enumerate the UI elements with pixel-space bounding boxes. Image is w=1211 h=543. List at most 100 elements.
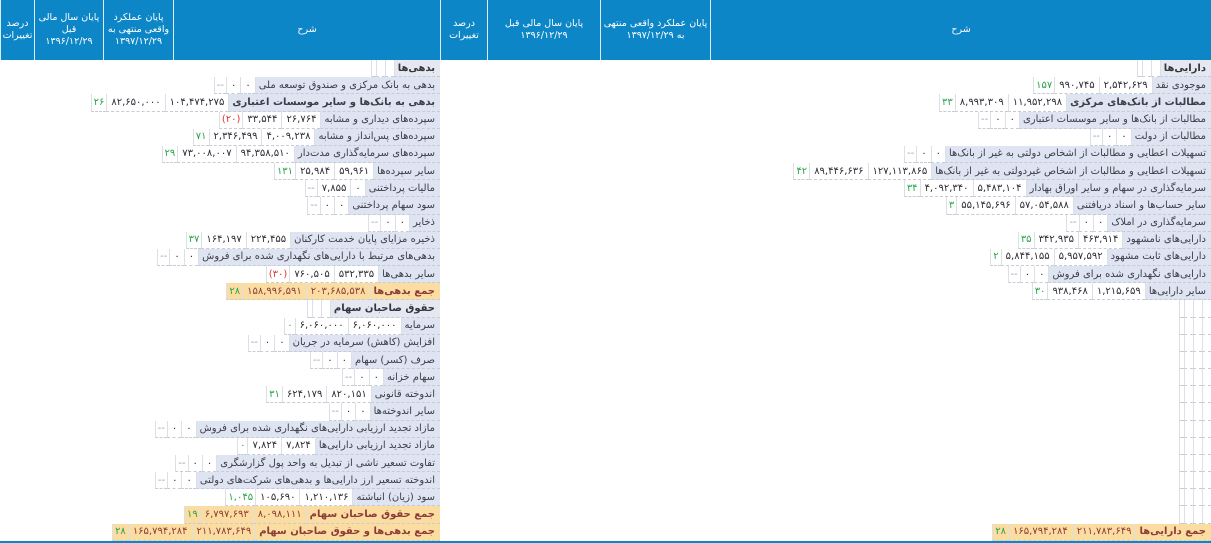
pct-change-cell: ۳۰ xyxy=(1031,283,1048,301)
empty-row xyxy=(440,369,1211,387)
value-current-cell: ۰ xyxy=(183,248,199,267)
value-previous-cell: ۰ xyxy=(990,111,1005,129)
value-current-cell: ۰ xyxy=(368,369,383,387)
value-previous-cell: ۹۳۸,۴۶۸ xyxy=(1047,283,1092,301)
value-current-cell: ۰ xyxy=(1004,111,1019,129)
total-row: جمع دارایی‌ها ۲۱۱,۷۸۳,۶۴۹ ۱۶۵,۷۹۴,۲۸۴ ۲۸ xyxy=(440,523,1211,541)
data-row: دارایی‌های نامشهود ۴۶۳,۹۱۴ ۳۴۲,۹۳۵ ۳۵ xyxy=(440,231,1211,249)
data-row: سایر حساب‌ها و اسناد دریافتنی ۵۷,۰۵۴,۵۸۸ ۵… xyxy=(440,197,1211,215)
value-current-cell: ۰ xyxy=(240,77,255,95)
empty-row xyxy=(440,386,1211,404)
desc-cell xyxy=(1202,317,1211,335)
value-previous-cell: ۰ xyxy=(187,454,202,473)
desc-cell: مطالبات از بانک‌ها و سایر موسسات اعتباری xyxy=(1018,111,1211,129)
pct-change-cell: ۲۶ xyxy=(90,94,107,112)
data-row: سایر سپرده‌ها ۵۹,۹۶۱ ۲۵,۹۸۴ ۱۳۱ xyxy=(0,163,440,181)
pct-change-cell xyxy=(1136,60,1142,78)
value-current-cell: ۲۲۴,۴۵۵ xyxy=(245,231,291,249)
pct-change-cell xyxy=(306,300,312,318)
desc-cell: سرمایه‌گذاری در سهام و سایر اوراق بهادار xyxy=(1025,180,1211,198)
section-header-row: دارایی‌ها xyxy=(440,60,1211,78)
value-current-cell: ۰ xyxy=(1034,266,1049,284)
value-current-cell: ۱۱,۹۵۲,۲۹۸ xyxy=(1007,94,1067,112)
value-current-cell: ۸۲۰,۱۵۱ xyxy=(326,386,371,404)
empty-row xyxy=(440,454,1211,473)
value-previous-cell: ۶,۷۹۷,۶۹۳ xyxy=(199,506,253,524)
data-row: دارایی‌های نگهداری شده برای فروش ۰ ۰ -- xyxy=(440,266,1211,284)
data-row: سرمایه‌گذاری در املاک ۰ ۰ -- xyxy=(440,214,1211,232)
pct-change-cell: -- xyxy=(307,197,320,215)
value-current-cell: ۰ xyxy=(333,197,349,215)
desc-cell: دارایی‌های نگهداری شده برای فروش xyxy=(1048,266,1211,284)
pct-change-cell: ۲۸ xyxy=(226,283,243,301)
value-previous-cell: ۰ xyxy=(167,472,182,490)
pct-change-cell: ۰ xyxy=(237,437,248,455)
value-previous-cell: ۰ xyxy=(340,403,356,421)
value-current-cell: ۵۷,۰۵۴,۵۸۸ xyxy=(1014,197,1073,215)
assets-desc-header: شرح xyxy=(710,0,1211,60)
pct-change-cell xyxy=(1179,454,1184,473)
desc-cell xyxy=(1202,506,1211,524)
desc-cell xyxy=(1202,386,1211,404)
desc-cell: سرمایه xyxy=(400,317,440,335)
value-previous-cell: ۳۳,۵۴۴ xyxy=(242,111,282,129)
desc-cell: سایر بدهی‌ها xyxy=(378,266,440,284)
assets-table: شرح پایان عملکرد واقعی منتهی به ۱۳۹۷/۱۲/… xyxy=(440,0,1211,541)
data-row: بدهی به بانک مرکزی و صندوق توسعه ملی ۰ ۰ -- xyxy=(0,77,440,95)
desc-cell: صرف (کسر) سهام xyxy=(351,351,440,370)
pct-change-cell xyxy=(1179,420,1184,438)
value-current-cell: ۰ xyxy=(355,403,370,421)
assets-current-period-header: پایان عملکرد واقعی منتهی به ۱۳۹۷/۱۲/۲۹ xyxy=(600,0,710,60)
assets-previous-year-header: پایان سال مالی قبل ۱۳۹۶/۱۲/۲۹ xyxy=(487,0,600,60)
data-row: مطالبات از دولت ۰ ۰ -- xyxy=(440,128,1211,146)
value-current-cell: ۰ xyxy=(181,420,196,438)
liabilities-pct-change-header: درصد تغییرات xyxy=(0,0,34,60)
value-previous-cell: ۸۹,۴۴۶,۶۳۶ xyxy=(809,163,868,181)
data-row: سود (زیان) انباشته ۱,۲۱۰,۱۳۶ ۱۰۵,۶۹۰ ۱,۰۴۵ xyxy=(0,489,440,507)
pct-change-cell: -- xyxy=(368,214,381,232)
data-row: اندوخته قانونی ۸۲۰,۱۵۱ ۶۲۴,۱۷۹ ۳۱ xyxy=(0,386,440,404)
value-current-cell: ۵,۹۵۷,۵۹۲ xyxy=(1053,248,1107,267)
desc-cell: سپرده‌های سرمایه‌گذاری مدت‌دار xyxy=(293,145,440,164)
pct-change-cell: -- xyxy=(1007,266,1020,284)
desc-cell: ذخیره مزایای پایان خدمت کارکنان xyxy=(290,231,440,249)
value-current-cell: ۲۱۱,۷۸۳,۶۴۹ xyxy=(1071,523,1136,541)
desc-cell: حقوق صاحبان سهام xyxy=(329,300,440,318)
pct-change-cell: -- xyxy=(175,454,188,473)
desc-cell: سپرده‌های پس‌انداز و مشابه xyxy=(314,128,440,146)
data-row: سپرده‌های سرمایه‌گذاری مدت‌دار ۹۴,۳۵۸,۵۱۰… xyxy=(0,145,440,164)
pct-change-cell: -- xyxy=(328,403,341,421)
value-previous-cell: ۲,۳۴۶,۴۹۹ xyxy=(208,128,262,146)
empty-row xyxy=(440,420,1211,438)
desc-cell: جمع دارایی‌ها xyxy=(1135,523,1211,541)
pct-change-cell: (۲۰) xyxy=(218,111,243,129)
value-current-cell: ۰ xyxy=(336,351,352,370)
assets-header-row: شرح پایان عملکرد واقعی منتهی به ۱۳۹۷/۱۲/… xyxy=(440,0,1211,60)
pct-change-cell: -- xyxy=(1066,214,1079,232)
total-row: جمع بدهی‌ها و حقوق صاحبان سهام ۲۱۱,۷۸۳,۶۴… xyxy=(0,523,440,541)
empty-row xyxy=(440,489,1211,507)
value-previous-cell: ۷,۸۵۵ xyxy=(316,180,351,198)
desc-cell: جمع بدهی‌ها xyxy=(369,283,440,301)
section-header-row: بدهی‌ها xyxy=(0,60,440,78)
pct-change-cell xyxy=(1179,489,1184,507)
value-current-cell: ۹۴,۳۵۸,۵۱۰ xyxy=(235,145,294,164)
value-current-cell xyxy=(1193,454,1202,473)
desc-cell: مطالبات از دولت xyxy=(1130,128,1211,146)
empty-row xyxy=(440,403,1211,421)
value-previous-cell: ۰ xyxy=(225,77,241,95)
pct-change-cell xyxy=(1179,403,1184,421)
value-previous-cell xyxy=(1184,369,1193,387)
value-current-cell: ۲۰۳,۶۸۵,۵۳۸ xyxy=(305,283,370,301)
pct-change-cell: -- xyxy=(904,145,917,164)
value-current-cell xyxy=(1193,437,1202,455)
desc-cell xyxy=(1202,300,1211,318)
value-previous-cell xyxy=(1184,317,1193,335)
desc-cell xyxy=(1202,437,1211,455)
assets-pct-change-header: درصد تغییرات xyxy=(440,0,487,60)
desc-cell: سود سهام پرداختنی xyxy=(348,197,440,215)
value-current-cell: ۰ xyxy=(1116,128,1131,146)
desc-cell: مازاد تجدید ارزیابی دارایی‌ها xyxy=(314,437,440,455)
table-bottom-border xyxy=(0,541,1211,543)
